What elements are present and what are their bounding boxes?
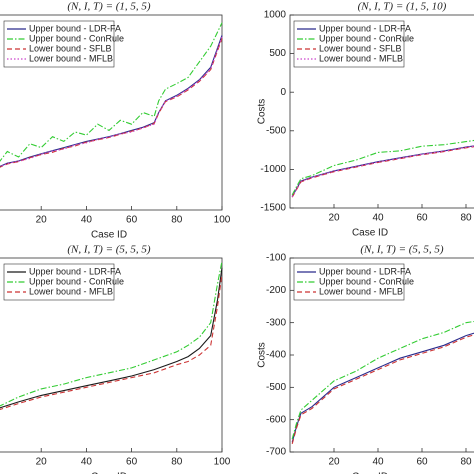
x-tick-label: 60 [126, 215, 138, 226]
y-tick-label: -500 [266, 382, 286, 393]
x-tick-label: 60 [416, 213, 428, 224]
x-tick-label: 20 [36, 215, 48, 226]
legend-label: Upper bound - LDR-FA [29, 23, 121, 33]
x-tick-label: 80 [171, 215, 183, 226]
series-line [0, 261, 223, 407]
y-axis-label: Costs [257, 99, 268, 125]
series-line [0, 35, 223, 167]
series-line [291, 334, 474, 445]
y-tick-label: 0 [280, 87, 286, 98]
x-axis-label: Case ID [352, 228, 388, 239]
x-tick-label: 60 [416, 457, 428, 468]
y-tick-label: 1000 [264, 10, 287, 21]
x-tick-label: 20 [328, 457, 340, 468]
legend-label: Upper bound - ConRule [29, 276, 124, 286]
legend-label: Lower bound - MFLB [319, 286, 403, 296]
series-line [291, 332, 474, 443]
y-axis-label: Costs [257, 342, 268, 368]
x-tick-label: 100 [214, 215, 231, 226]
y-tick-label: -100 [266, 253, 286, 264]
series-line [0, 22, 223, 162]
y-tick-label: -500 [266, 125, 286, 136]
series-line [291, 139, 474, 196]
legend-label: Upper bound - LDR-FA [319, 23, 411, 33]
x-tick-label: 40 [81, 457, 93, 468]
legend-label: Lower bound - MFLB [29, 286, 113, 296]
y-tick-label: -600 [266, 414, 286, 425]
series-line [0, 267, 223, 409]
y-tick-label: -1000 [260, 164, 286, 175]
y-tick-label: -200 [266, 285, 286, 296]
y-tick-label: -400 [266, 350, 286, 361]
x-tick-label: 20 [36, 457, 48, 468]
legend-label: Lower bound - SFLB [29, 43, 112, 53]
chart-title: (N, I, T) = (1, 5, 10) [358, 1, 447, 13]
x-tick-label: 40 [372, 213, 384, 224]
x-tick-label: 40 [81, 215, 93, 226]
x-tick-label: 80 [171, 457, 183, 468]
x-tick-label: 100 [214, 457, 231, 468]
chart-title: (N, I, T) = (5, 5, 5) [67, 244, 151, 256]
y-tick-label: -300 [266, 317, 286, 328]
x-tick-label: 60 [126, 457, 138, 468]
legend-label: Upper bound - ConRule [319, 33, 414, 43]
legend-label: Lower bound - SFLB [319, 43, 402, 53]
legend-label: Lower bound - MFLB [319, 53, 403, 63]
chart-title: (N, I, T) = (1, 5, 5) [67, 1, 151, 13]
chart-title: (N, I, T) = (5, 5, 5) [360, 244, 444, 256]
legend-label: Upper bound - ConRule [319, 276, 414, 286]
x-axis-label: Case ID [91, 230, 127, 241]
x-tick-label: 80 [460, 213, 472, 224]
series-line [0, 36, 223, 168]
y-tick-label: -1500 [260, 203, 286, 214]
series-line [0, 38, 223, 168]
y-tick-label: -700 [266, 447, 286, 458]
x-tick-label: 40 [372, 457, 384, 468]
x-tick-label: 20 [328, 213, 340, 224]
x-axis-label: Case ID [91, 472, 127, 474]
x-tick-label: 80 [460, 457, 472, 468]
series-line [291, 145, 474, 198]
legend-label: Upper bound - ConRule [29, 33, 124, 43]
legend-label: Upper bound - LDR-FA [29, 266, 121, 276]
x-axis-label: Case ID [352, 472, 388, 474]
series-line [291, 320, 474, 440]
y-tick-label: 500 [269, 48, 286, 59]
series-line [0, 274, 223, 411]
legend-label: Lower bound - MFLB [29, 53, 113, 63]
legend-label: Upper bound - LDR-FA [319, 266, 411, 276]
